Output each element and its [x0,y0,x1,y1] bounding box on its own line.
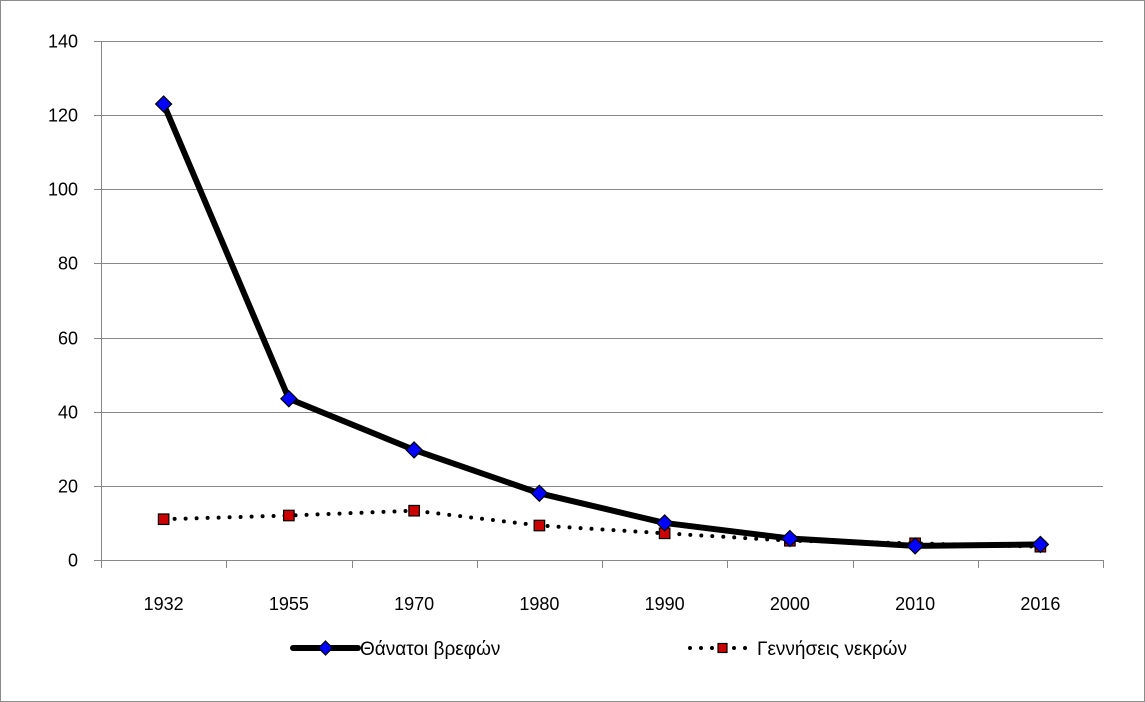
data-point [1031,535,1050,554]
legend: Θάνατοι βρεφών Γεννήσεις νεκρών [290,639,907,660]
series-line-0 [160,101,1044,549]
data-point [283,509,295,522]
y-tick-label: 40 [58,403,78,423]
axes: 0 20 40 60 80 100 120 140 1932 1955 1970 1980 1990 20… [48,32,1104,614]
data-point [280,389,298,408]
x-tick-label: 2010 [895,594,935,614]
series-layer [154,95,1050,555]
series-0 [154,95,1050,555]
x-tick-label: 1955 [269,594,309,614]
grid-lines [101,41,1103,487]
data-point [533,519,546,532]
legend-marker [717,642,728,654]
y-tick-label: 20 [58,477,78,497]
y-tick-label: 80 [58,254,78,274]
y-tick-label: 60 [58,329,78,349]
data-point [408,504,420,517]
x-tick-label: 2016 [1020,594,1060,614]
y-tick-label: 120 [48,106,78,126]
data-point [157,513,170,526]
data-point [655,514,674,532]
legend-marker [317,640,334,656]
x-tick-label: 2000 [770,594,810,614]
y-tick-label: 140 [48,32,78,52]
y-tick-label: 100 [48,180,78,200]
x-tick-label: 1980 [519,594,559,614]
y-tick-label: 0 [68,551,78,571]
data-point [906,537,924,555]
data-point [154,95,173,113]
data-point [781,529,799,548]
data-point [405,441,423,459]
legend-label: Γεννήσεις νεκρών [757,639,907,660]
legend-label: Θάνατοι βρεφών [360,639,500,660]
series-line-1 [161,508,1043,549]
x-tick-label: 1970 [394,594,434,614]
data-point [530,484,549,503]
legend-entry-1: Γεννήσεις νεκρών [688,639,907,660]
x-tick-label: 1932 [144,594,184,614]
legend-entry-0: Θάνατοι βρεφών [290,639,500,660]
x-tick-label: 1990 [645,594,685,614]
